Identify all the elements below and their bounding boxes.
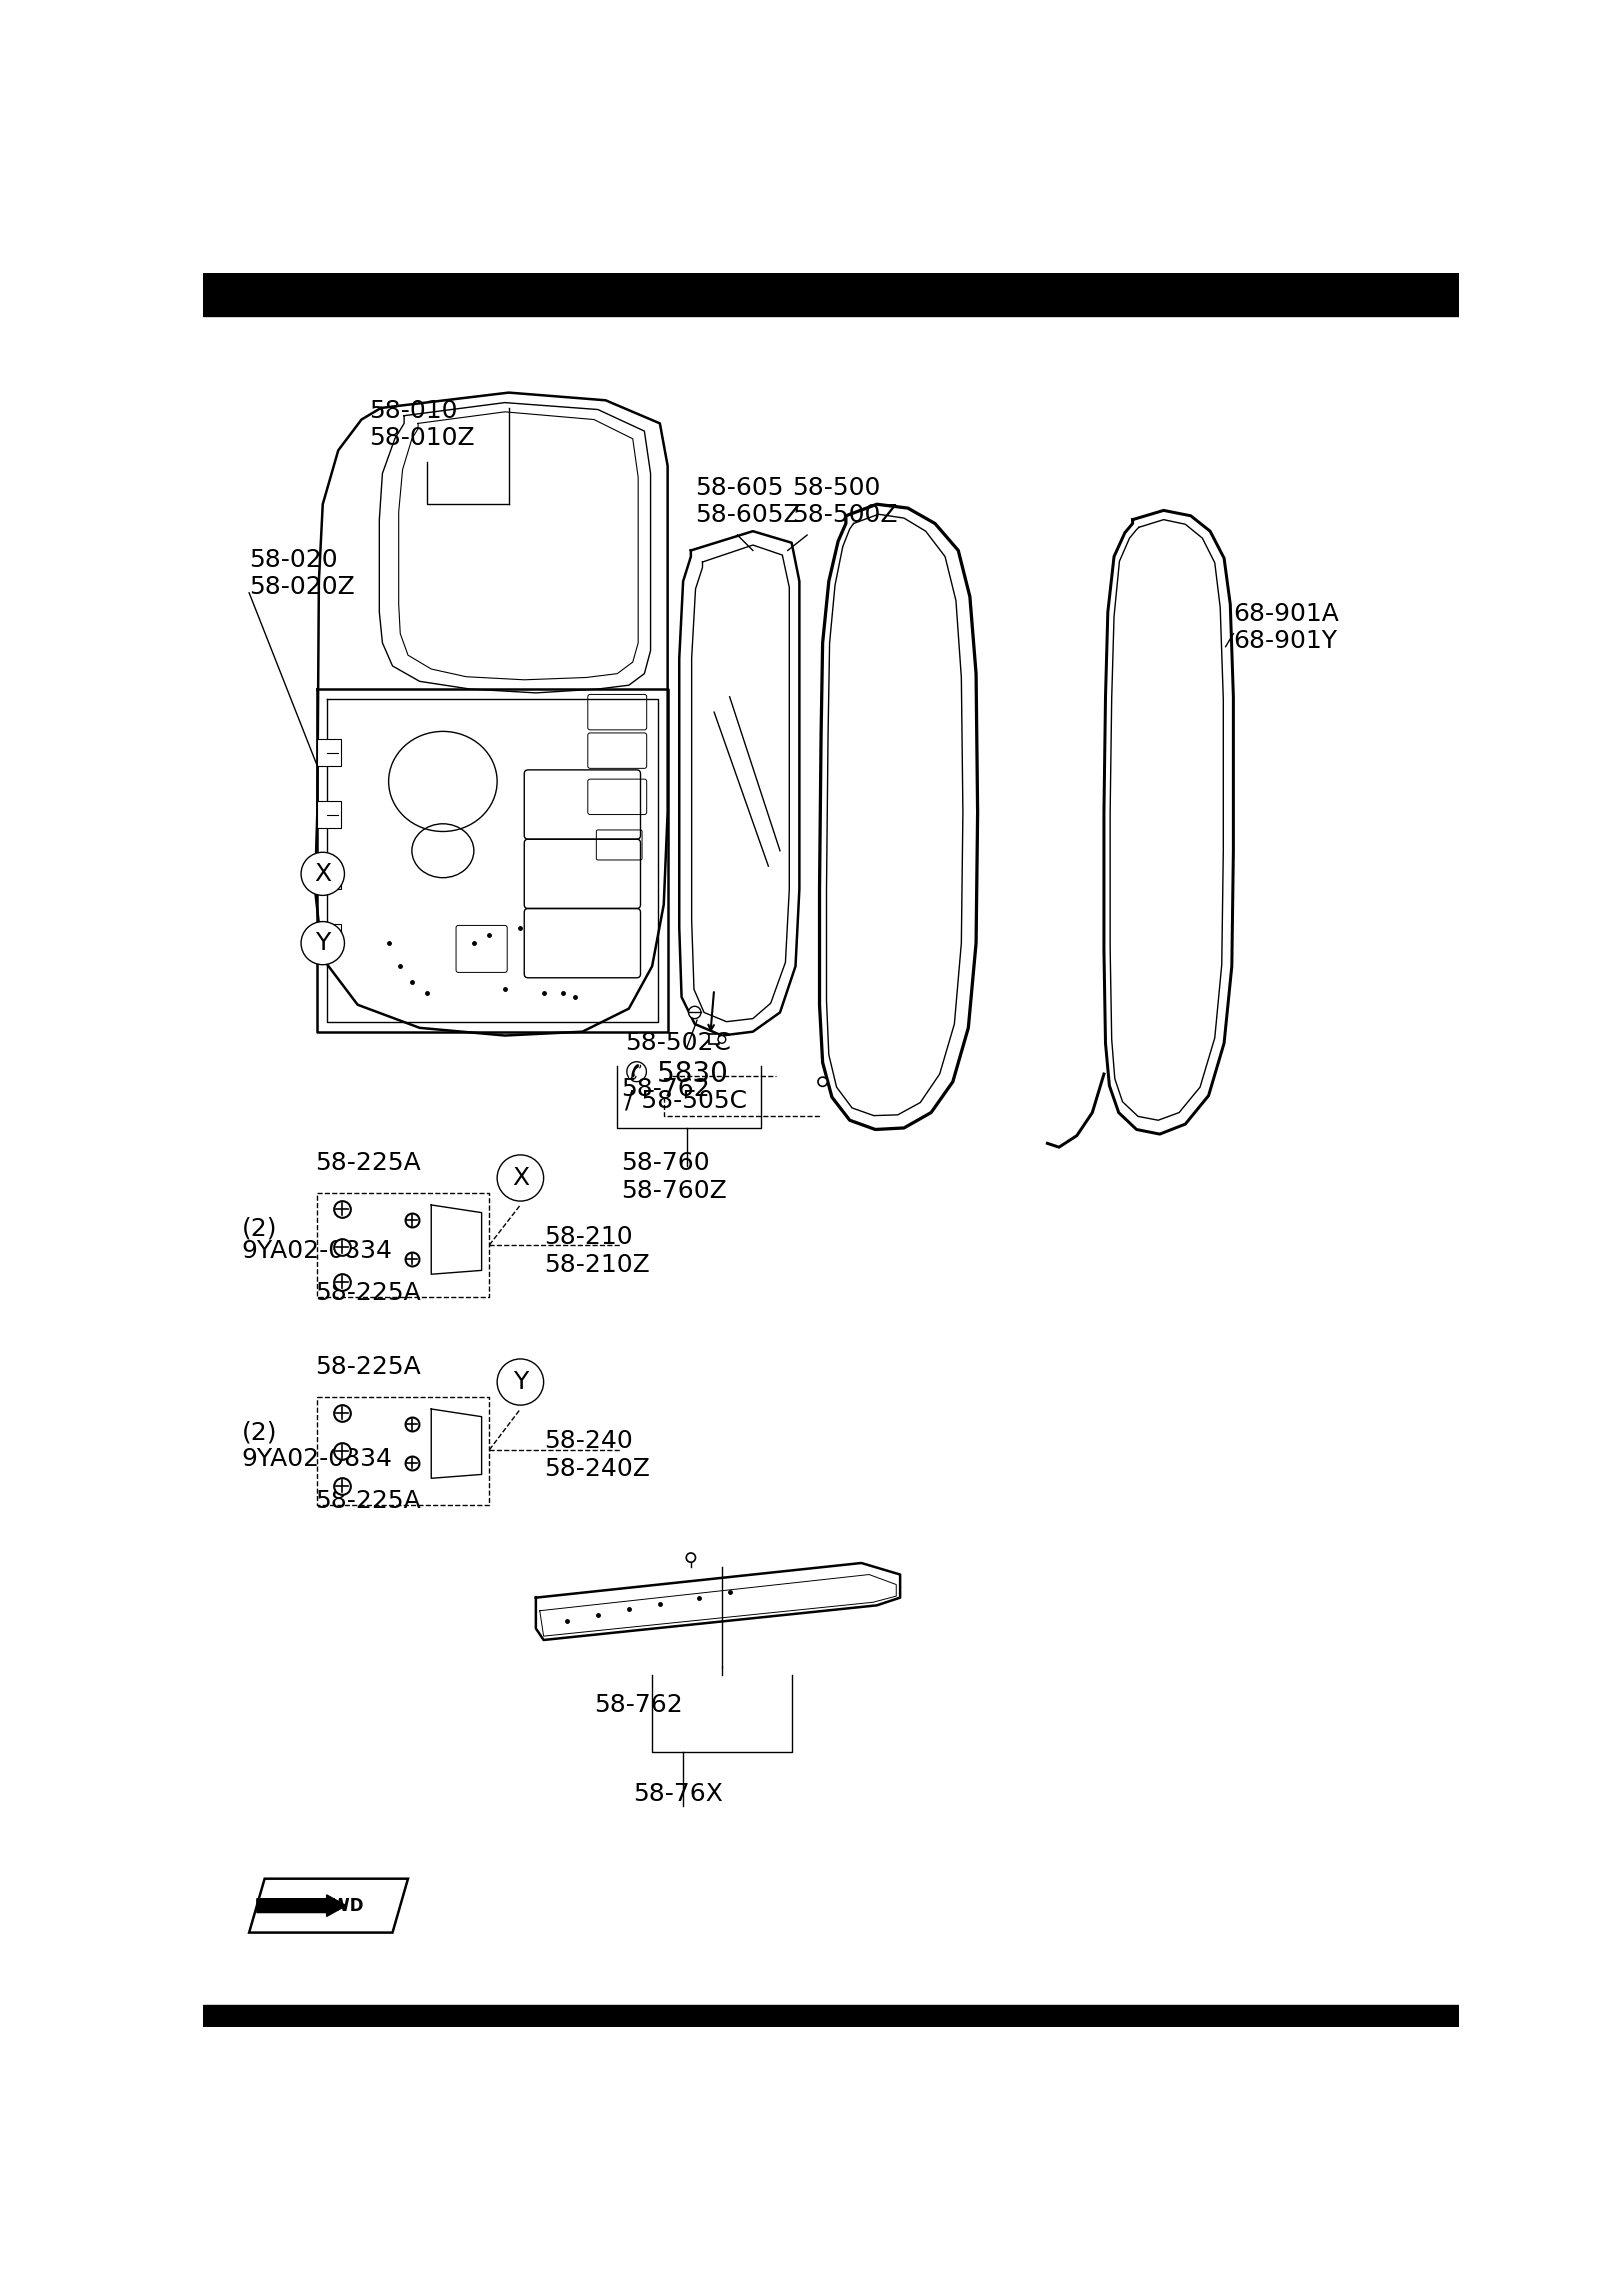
Bar bbox=[318, 924, 340, 952]
Circle shape bbox=[686, 1553, 695, 1562]
Bar bbox=[318, 802, 340, 827]
Text: FWD: FWD bbox=[321, 1897, 363, 1915]
Text: 58-210
58-210Z: 58-210 58-210Z bbox=[543, 1225, 650, 1277]
Text: 58-76X: 58-76X bbox=[632, 1783, 723, 1806]
Text: 58-225A: 58-225A bbox=[314, 1282, 421, 1305]
Text: X: X bbox=[512, 1166, 528, 1191]
Text: 58-225A: 58-225A bbox=[314, 1150, 421, 1175]
Text: Y: Y bbox=[512, 1371, 528, 1394]
Text: 58-760
58-760Z: 58-760 58-760Z bbox=[621, 1152, 726, 1202]
Text: (2): (2) bbox=[242, 1216, 277, 1241]
Circle shape bbox=[718, 1036, 726, 1043]
Text: 68-901A
68-901Y: 68-901A 68-901Y bbox=[1234, 601, 1339, 653]
Bar bbox=[318, 740, 340, 765]
Text: 58-500
58-500Z: 58-500 58-500Z bbox=[791, 476, 896, 528]
Bar bbox=[318, 863, 340, 890]
Circle shape bbox=[498, 1359, 543, 1405]
Text: Y: Y bbox=[314, 931, 331, 954]
Text: 58-502C: 58-502C bbox=[626, 1031, 731, 1054]
Text: 58-225A: 58-225A bbox=[314, 1489, 421, 1514]
Text: ✆ 5830: ✆ 5830 bbox=[626, 1061, 728, 1088]
Circle shape bbox=[302, 852, 344, 895]
Circle shape bbox=[498, 1154, 543, 1200]
Text: 58-225A: 58-225A bbox=[314, 1355, 421, 1378]
Text: 58-605
58-605Z: 58-605 58-605Z bbox=[695, 476, 801, 528]
Text: (2): (2) bbox=[242, 1421, 277, 1444]
Text: X: X bbox=[314, 861, 331, 886]
Text: 58-762: 58-762 bbox=[621, 1077, 710, 1102]
Text: 9YA02-0834: 9YA02-0834 bbox=[242, 1448, 392, 1471]
Text: 58-020
58-020Z: 58-020 58-020Z bbox=[250, 549, 355, 599]
FancyArrow shape bbox=[256, 1894, 345, 1917]
Bar bbox=[203, 2006, 1459, 2027]
Circle shape bbox=[819, 1077, 827, 1086]
Text: 58-010
58-010Z: 58-010 58-010Z bbox=[370, 398, 475, 451]
Text: 58-240
58-240Z: 58-240 58-240Z bbox=[543, 1430, 650, 1480]
Bar bbox=[203, 273, 1459, 317]
Circle shape bbox=[302, 922, 344, 965]
Text: 58-762: 58-762 bbox=[593, 1694, 682, 1717]
Text: 9YA02-0834: 9YA02-0834 bbox=[242, 1239, 392, 1264]
Circle shape bbox=[689, 1006, 700, 1018]
Text: / 58-505C: / 58-505C bbox=[626, 1088, 747, 1113]
